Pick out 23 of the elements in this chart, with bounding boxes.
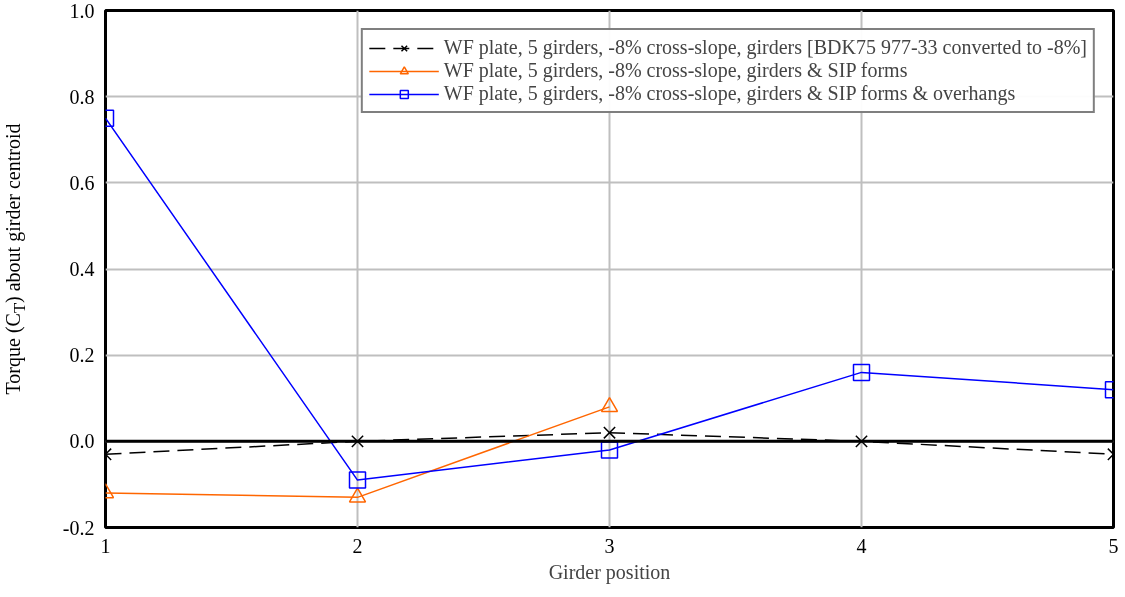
y-tick-label: 0.2 <box>69 344 95 367</box>
x-tick-label: 2 <box>352 534 363 557</box>
point <box>348 471 367 489</box>
y-tick-label: 1.0 <box>69 0 95 22</box>
x-tick-label: 3 <box>604 534 615 557</box>
point <box>855 434 868 448</box>
legend-label: WF plate, 5 girders, -8% cross-slope, girders [BDK75 977-33 converted to -8%] <box>443 36 1087 59</box>
legend-label: WF plate, 5 girders, -8% cross-slope, girders & SIP forms <box>443 59 908 82</box>
y-tick-label: 0.8 <box>69 85 95 108</box>
point <box>348 487 367 503</box>
legend-label: WF plate, 5 girders, -8% cross-slope, girders & SIP forms & overhangs <box>443 82 1016 105</box>
x-axis-title: Girder position <box>548 560 671 584</box>
point <box>351 434 364 448</box>
y-tick-label: 0.4 <box>69 258 95 280</box>
y-tick-label: 0.0 <box>69 430 95 453</box>
y-tick-label: 0.6 <box>69 171 95 194</box>
point <box>600 396 619 413</box>
x-tick-label: 4 <box>856 534 867 557</box>
x-tick-label: 5 <box>1108 534 1119 557</box>
point <box>852 363 871 382</box>
y-tick-label: -0.2 <box>62 516 95 539</box>
x-tick-label: 1 <box>100 534 111 557</box>
point <box>603 426 616 440</box>
